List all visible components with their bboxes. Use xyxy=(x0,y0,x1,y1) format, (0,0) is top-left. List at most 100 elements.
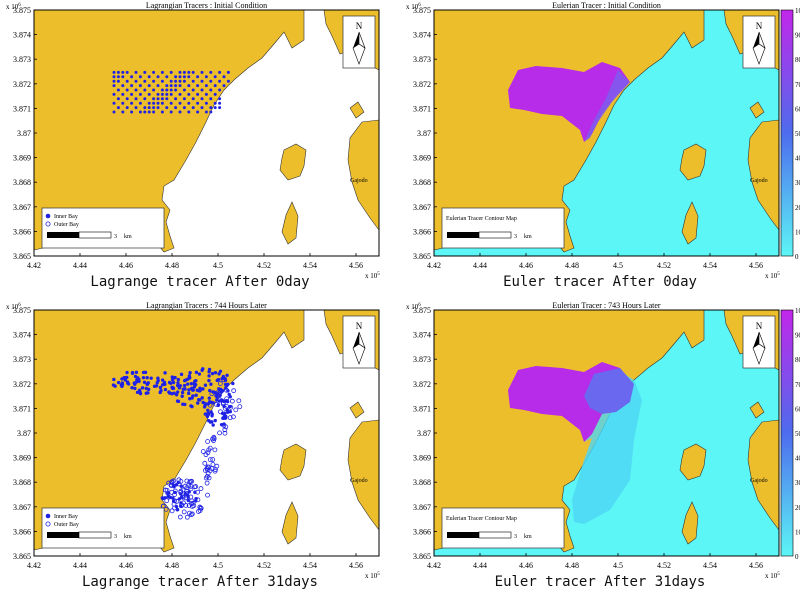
tracer-point xyxy=(169,92,173,96)
tracer-point-inner xyxy=(190,396,194,400)
tracer-point xyxy=(213,106,217,110)
colorbar-tick-label: 80 xyxy=(795,56,800,64)
y-tick-label: 3.867 xyxy=(413,503,431,512)
x-tick-label: 4.54 xyxy=(703,561,717,570)
colorbar-tick-label: 90 xyxy=(795,32,800,40)
tracer-point xyxy=(156,97,160,101)
tracer-point xyxy=(169,84,173,88)
colorbar-tick-label: 30 xyxy=(795,179,800,187)
tracer-point-outer xyxy=(214,390,220,396)
tracer-point xyxy=(138,92,142,96)
tracer-point-inner xyxy=(186,377,190,381)
tracer-point xyxy=(160,79,164,83)
tracer-point-inner xyxy=(163,496,167,500)
tracer-point-inner xyxy=(137,388,142,392)
tracer-point xyxy=(147,101,151,105)
y-exponent-power: 6 xyxy=(18,303,21,308)
tracer-point xyxy=(200,106,204,110)
x-exponent-power: 5 xyxy=(377,272,380,277)
x-tick-label: 4.42 xyxy=(427,561,441,570)
tracer-point-inner xyxy=(183,491,188,496)
chart-title: Lagrangian Tracers : 744 Hours Later xyxy=(146,301,267,310)
tracer-point xyxy=(191,106,195,110)
colorbar-tick-label: 0 xyxy=(795,553,799,561)
north-arrow-icon xyxy=(353,32,359,48)
tracer-point-inner xyxy=(112,377,116,382)
tracer-point xyxy=(152,79,156,83)
tracer-point-outer xyxy=(205,467,210,473)
tracer-point xyxy=(200,79,204,83)
y-tick-label: 3.87 xyxy=(417,129,431,138)
tracer-point-inner xyxy=(149,376,153,380)
tracer-point xyxy=(218,88,222,92)
scale-bar xyxy=(478,531,512,539)
x-exponent-power: 5 xyxy=(777,272,780,277)
tracer-point-inner xyxy=(138,391,143,396)
tracer-point-outer xyxy=(184,478,190,484)
tracer-point xyxy=(160,97,164,101)
x-tick-label: 4.46 xyxy=(519,561,533,570)
tracer-point-inner xyxy=(182,383,187,388)
tracer-point-outer xyxy=(187,510,192,516)
tracer-point xyxy=(218,106,222,110)
tracer-point-outer xyxy=(222,427,228,433)
scale-unit: km xyxy=(124,534,132,540)
tracer-point xyxy=(191,97,195,101)
tracer-point-outer xyxy=(221,422,227,428)
tracer-point-outer xyxy=(211,436,217,441)
map-lagrange-31days: Lagrangian Tracers : 744 Hours Later 4.42… xyxy=(6,301,380,580)
tracer-point xyxy=(204,101,208,105)
tracer-point-inner xyxy=(176,480,180,485)
tracer-point-inner xyxy=(180,390,185,395)
tracer-point xyxy=(182,79,186,83)
tracer-point xyxy=(116,79,120,83)
tracer-point xyxy=(187,110,191,114)
y-tick-label: 3.873 xyxy=(13,55,31,64)
legend-label-outer: Outer Bay xyxy=(54,222,79,228)
tracer-point-inner xyxy=(231,381,235,386)
tracer-point xyxy=(143,97,147,101)
y-tick-label: 3.871 xyxy=(13,404,31,413)
tracer-point-inner xyxy=(193,382,198,387)
tracer-point xyxy=(178,75,182,79)
tracer-point xyxy=(121,70,125,74)
colorbar-tick-label: 60 xyxy=(795,105,800,113)
y-tick-label: 3.866 xyxy=(413,227,431,236)
tracer-point-inner xyxy=(174,483,179,487)
y-tick-label: 3.867 xyxy=(413,203,431,212)
tracer-point-inner xyxy=(210,414,214,418)
x-tick-label: 4.5 xyxy=(613,261,623,270)
tracer-point-inner xyxy=(202,405,207,409)
caption-lagrange-initial: Lagrange tracer After 0day xyxy=(90,274,310,290)
tracer-point-inner xyxy=(141,370,146,375)
tracer-point xyxy=(116,97,120,101)
island xyxy=(349,401,365,419)
y-tick-label: 3.873 xyxy=(413,55,431,64)
colorbar-tick-label: 10 xyxy=(795,228,800,236)
tracer-point xyxy=(152,97,156,101)
tracer-point xyxy=(169,70,173,74)
north-label: N xyxy=(756,21,763,31)
island xyxy=(281,201,299,245)
tracer-point-inner xyxy=(194,499,198,503)
tracer-point-inner xyxy=(167,380,172,385)
place-label-gajodo: Gajodo xyxy=(350,178,368,184)
tracer-point-inner xyxy=(208,388,212,393)
scale-value: 3 xyxy=(114,534,117,540)
map-lagrange-initial: Lagrangian Tracers : Initial Condition 4.… xyxy=(6,1,380,280)
tracer-point xyxy=(187,92,191,96)
tracer-point-outer xyxy=(207,457,213,463)
y-tick-label: 3.871 xyxy=(413,404,431,413)
tracer-point-inner xyxy=(171,499,176,503)
tracer-point xyxy=(209,106,213,110)
tracer-point-inner xyxy=(160,383,165,387)
x-tick-label: 4.56 xyxy=(749,261,763,270)
tracer-point-outer xyxy=(221,377,227,383)
place-label-gajodo: Gajodo xyxy=(350,478,368,484)
tracer-point xyxy=(196,92,200,96)
x-tick-label: 4.5 xyxy=(213,561,223,570)
tracer-point-outer xyxy=(221,400,226,406)
tracer-point xyxy=(121,92,125,96)
tracer-point xyxy=(187,75,191,79)
tracer-point xyxy=(130,92,134,96)
